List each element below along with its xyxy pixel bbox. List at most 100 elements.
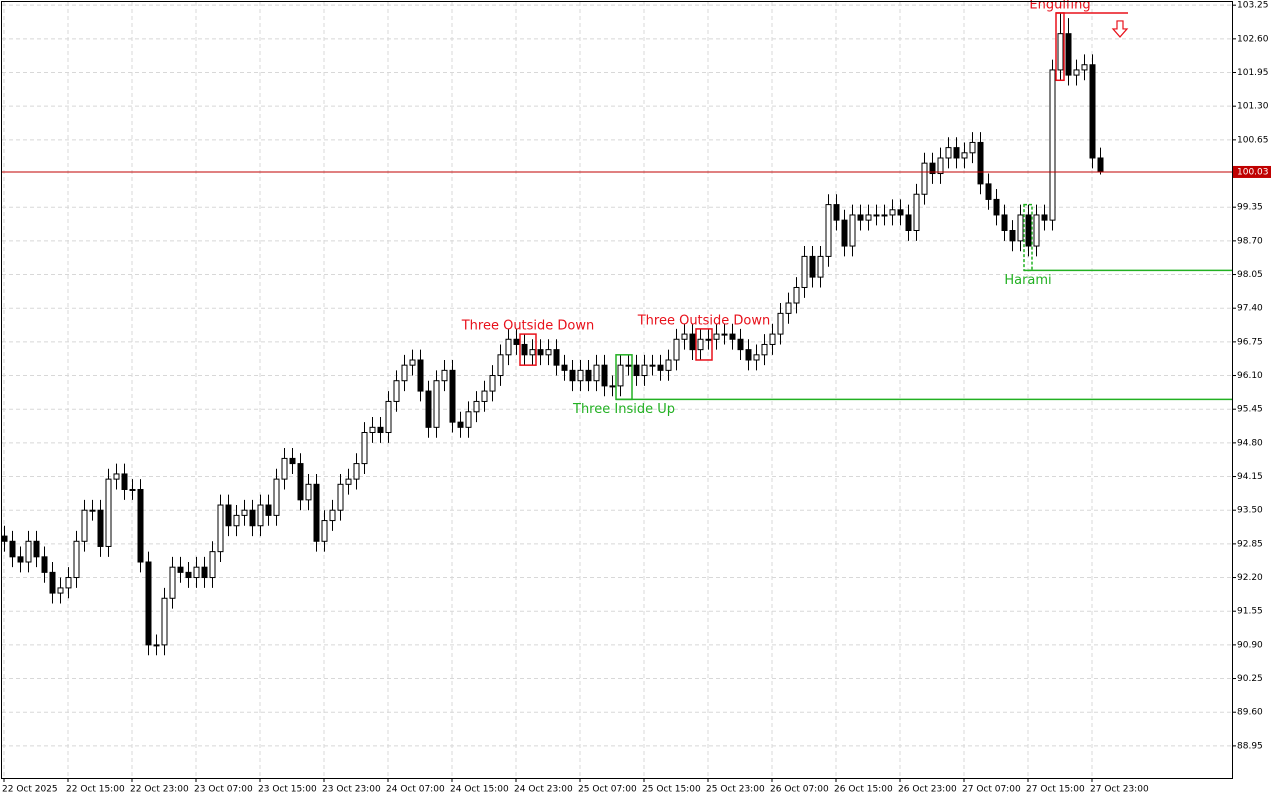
candle-body (321, 520, 328, 542)
x-tick-label: 24 Oct 07:00 (386, 785, 445, 795)
plot-frame (1, 1, 1233, 779)
last-price-label: 100.03 (1237, 167, 1269, 177)
candle-body (673, 338, 680, 361)
candle-body (609, 385, 616, 388)
x-tick-label: 26 Oct 15:00 (834, 785, 893, 795)
last-price-box (1233, 165, 1271, 178)
candle-body (529, 349, 536, 356)
candle-body (465, 411, 472, 428)
candle-body (601, 364, 608, 387)
candle-body (921, 162, 928, 195)
y-tick-label: 92.85 (1237, 539, 1263, 549)
candle-body (537, 349, 544, 356)
candle-body (345, 478, 352, 485)
candle-body (9, 540, 16, 558)
y-tick-label: 96.10 (1237, 371, 1263, 381)
pattern-box (695, 328, 713, 361)
candle-body (265, 504, 272, 516)
candle-body (545, 349, 552, 356)
candle-body (729, 333, 736, 340)
candle-body (945, 147, 952, 159)
candle-body (681, 333, 688, 340)
candle-body (633, 364, 640, 377)
candle-body (57, 587, 64, 594)
x-tick-label: 22 Oct 15:00 (66, 785, 125, 795)
candle-body (281, 457, 288, 480)
candle-body (273, 478, 280, 516)
candle-body (1089, 64, 1096, 159)
candle-body (825, 204, 832, 257)
candle-body (1041, 214, 1048, 221)
candle-body (561, 364, 568, 371)
candle-body (761, 343, 768, 356)
candle-body (697, 338, 704, 351)
y-tick-label: 89.60 (1237, 708, 1263, 718)
candle-body (1081, 64, 1088, 71)
candle-body (233, 514, 240, 527)
candle-body (425, 390, 432, 428)
y-tick-label: 96.75 (1237, 337, 1263, 347)
y-tick-label: 101.95 (1237, 68, 1269, 78)
candle-body (1097, 157, 1104, 173)
candle-body (441, 369, 448, 382)
candle-body (505, 338, 512, 356)
candle-body (401, 364, 408, 382)
candle-body (361, 432, 368, 465)
x-tick-label: 22 Oct 23:00 (130, 785, 189, 795)
candle-body (481, 390, 488, 402)
y-tick-label: 95.45 (1237, 405, 1263, 415)
candle-body (81, 509, 88, 542)
y-tick-label: 97.40 (1237, 304, 1263, 314)
y-tick-label: 91.55 (1237, 607, 1263, 617)
candle-body (337, 483, 344, 511)
candle-body (449, 369, 456, 423)
pattern-label: Harami (1004, 273, 1051, 288)
candle-body (385, 400, 392, 434)
candle-body (953, 147, 960, 159)
y-tick-label: 101.30 (1237, 102, 1269, 112)
candle-body (897, 209, 904, 216)
candle-body (593, 364, 600, 382)
x-tick-label: 24 Oct 15:00 (450, 785, 509, 795)
candle-body (849, 214, 856, 247)
y-tick-label: 90.25 (1237, 674, 1263, 684)
candle-body (497, 354, 504, 377)
x-tick-label: 26 Oct 07:00 (770, 785, 829, 795)
candle-body (1033, 214, 1040, 247)
x-tick-label: 25 Oct 15:00 (642, 785, 701, 795)
candle-body (777, 312, 784, 335)
candle-body (193, 566, 200, 579)
candle-body (801, 255, 808, 288)
candle-body (329, 509, 336, 522)
candle-body (169, 566, 176, 599)
candle-body (665, 359, 672, 371)
y-tick-label: 98.70 (1237, 236, 1263, 246)
candle-body (73, 540, 80, 579)
candle-body (257, 504, 264, 527)
candle-body (721, 333, 728, 336)
candle-body (713, 333, 720, 340)
x-tick-label: 23 Oct 15:00 (258, 785, 317, 795)
x-tick-label: 27 Oct 07:00 (962, 785, 1021, 795)
candle-body (985, 183, 992, 200)
y-tick-label: 103.25 (1237, 1, 1269, 11)
candle-body (457, 421, 464, 428)
x-tick-label: 24 Oct 23:00 (514, 785, 573, 795)
candle-body (889, 209, 896, 216)
candle-body (1017, 214, 1024, 242)
candle-body (297, 463, 304, 501)
candle-body (473, 400, 480, 413)
annotations: Three Outside Down Three Inside Up Three O… (2, 0, 1232, 417)
candle-body (209, 551, 216, 579)
candle-body (617, 364, 624, 387)
y-tick-label: 100.65 (1237, 135, 1269, 145)
pattern-label: Three Outside Down (461, 319, 595, 334)
candle-body (377, 426, 384, 434)
candle-body (313, 483, 320, 542)
candle-body (145, 561, 152, 646)
candle-body (881, 214, 888, 217)
candle-body (937, 157, 944, 175)
candle-body (41, 556, 48, 573)
candle-body (33, 540, 40, 558)
